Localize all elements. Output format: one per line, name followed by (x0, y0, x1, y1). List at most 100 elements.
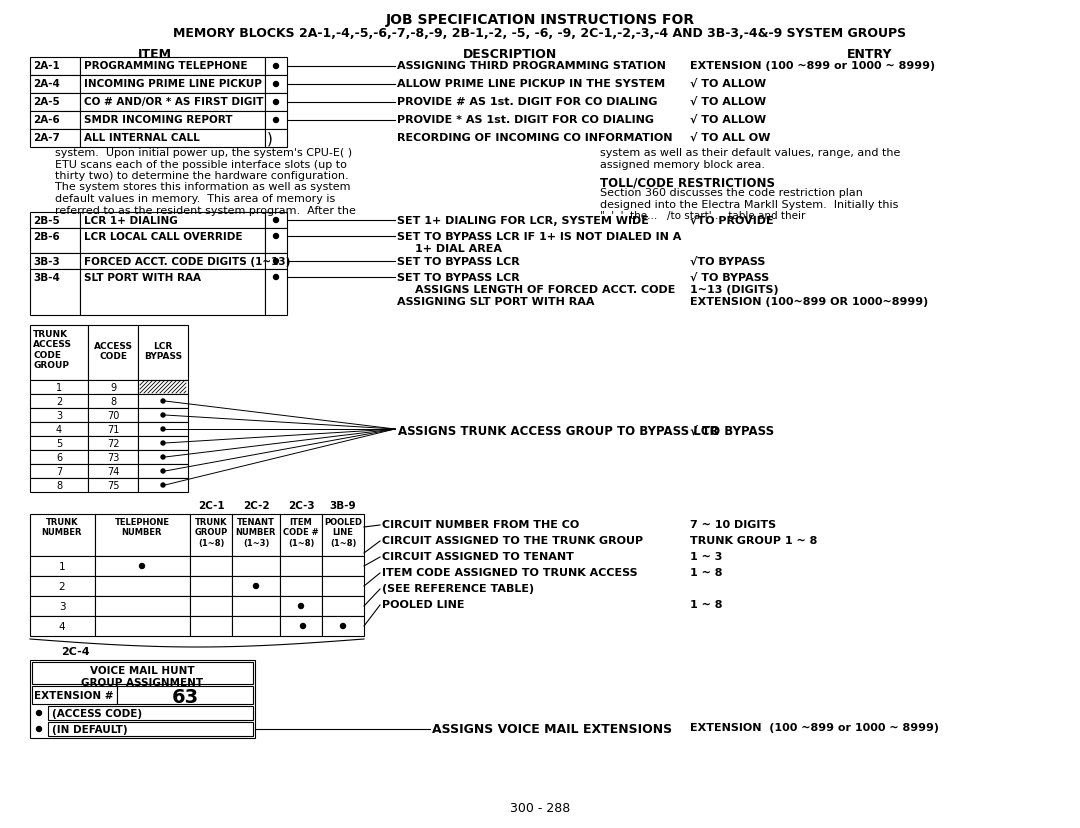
Text: PROVIDE # AS 1st. DIGIT FOR CO DIALING: PROVIDE # AS 1st. DIGIT FOR CO DIALING (397, 97, 658, 107)
Text: ITEM CODE ASSIGNED TO TRUNK ACCESS: ITEM CODE ASSIGNED TO TRUNK ACCESS (382, 567, 637, 577)
Text: √TO BYPASS: √TO BYPASS (690, 257, 766, 267)
Bar (30, 76, 80, 94)
Bar (80, 270, 265, 315)
Bar (80, 229, 265, 253)
Circle shape (161, 427, 165, 431)
Bar (138, 436, 188, 450)
Text: CIRCUIT ASSIGNED TO TENANT: CIRCUIT ASSIGNED TO TENANT (382, 551, 573, 561)
Text: EXTENSION (100~899 OR 1000~8999): EXTENSION (100~899 OR 1000~8999) (690, 296, 928, 306)
Bar (190, 596, 232, 616)
Bar (322, 576, 364, 596)
Text: SET 1+ DIALING FOR LCR, SYSTEM WIDE: SET 1+ DIALING FOR LCR, SYSTEM WIDE (397, 216, 649, 226)
Circle shape (161, 413, 165, 417)
Bar (48, 722, 253, 736)
Bar (87, 436, 138, 450)
Bar (87, 381, 138, 394)
Text: LCR 1+ DIALING: LCR 1+ DIALING (84, 216, 178, 226)
Bar (87, 394, 138, 408)
Text: LCR LOCAL CALL OVERRIDE: LCR LOCAL CALL OVERRIDE (84, 232, 243, 242)
Bar (232, 576, 280, 596)
Bar (232, 616, 280, 636)
Text: 1 ~ 8: 1 ~ 8 (690, 567, 723, 577)
Text: √ TO BYPASS: √ TO BYPASS (690, 272, 769, 282)
Bar (280, 556, 322, 576)
Bar (80, 253, 265, 270)
Text: SET TO BYPASS LCR: SET TO BYPASS LCR (397, 272, 519, 282)
Text: SMDR INCOMING REPORT: SMDR INCOMING REPORT (84, 115, 232, 125)
Text: ASSIGNS TRUNK ACCESS GROUP TO BYPASS LCR: ASSIGNS TRUNK ACCESS GROUP TO BYPASS LCR (399, 425, 718, 437)
Text: Section 360 discusses the code restriction plan: Section 360 discusses the code restricti… (600, 188, 863, 198)
Bar (322, 514, 364, 556)
Circle shape (254, 584, 258, 589)
Text: SLT PORT WITH RAA: SLT PORT WITH RAA (84, 272, 201, 282)
Bar (265, 76, 287, 94)
Text: ETU scans each of the possible interface slots (up to: ETU scans each of the possible interface… (55, 159, 347, 169)
Bar (30, 556, 95, 576)
Text: √ TO ALLOW: √ TO ALLOW (690, 115, 766, 125)
Text: 300 - 288: 300 - 288 (510, 801, 570, 814)
Bar (30, 94, 80, 112)
Bar (80, 112, 265, 130)
Text: 6: 6 (56, 452, 62, 463)
Bar (32, 662, 253, 684)
Text: assigned memory block area.: assigned memory block area. (600, 159, 765, 169)
Text: FORCED ACCT. CODE DIGITS (1~13): FORCED ACCT. CODE DIGITS (1~13) (84, 257, 291, 267)
Circle shape (161, 484, 165, 488)
Text: 2B-6: 2B-6 (33, 232, 59, 242)
Bar (30, 253, 80, 270)
Text: thirty two) to determine the hardware configuration.: thirty two) to determine the hardware co… (55, 171, 349, 181)
Bar (265, 94, 287, 112)
Text: 2A-4: 2A-4 (33, 79, 59, 89)
Bar (265, 130, 287, 148)
Text: 8: 8 (110, 397, 116, 407)
Text: CIRCUIT NUMBER FROM THE CO: CIRCUIT NUMBER FROM THE CO (382, 519, 579, 529)
Bar (232, 556, 280, 576)
Text: JOB SPECIFICATION INSTRUCTIONS FOR: JOB SPECIFICATION INSTRUCTIONS FOR (386, 13, 694, 27)
Text: referred to as the resident system program.  After the: referred to as the resident system progr… (55, 205, 356, 215)
Text: The system stores this information as well as system: The system stores this information as we… (55, 182, 351, 192)
Bar (138, 465, 188, 479)
Circle shape (161, 441, 165, 445)
Text: ENTRY: ENTRY (847, 48, 893, 61)
Circle shape (37, 710, 41, 715)
Text: EXTENSION  (100 ~899 or 1000 ~ 8999): EXTENSION (100 ~899 or 1000 ~ 8999) (690, 722, 939, 732)
Circle shape (37, 727, 41, 732)
Text: POOLED
LINE
(1~8): POOLED LINE (1~8) (324, 518, 362, 547)
Text: √ TO ALLOW: √ TO ALLOW (690, 79, 766, 89)
Bar (138, 394, 188, 408)
Circle shape (298, 604, 303, 609)
Bar (265, 229, 287, 253)
Bar (87, 325, 138, 381)
Text: INCOMING PRIME LINE PICKUP: INCOMING PRIME LINE PICKUP (84, 79, 261, 89)
Text: ): ) (267, 131, 273, 146)
Text: 2C-3: 2C-3 (287, 500, 314, 510)
Text: 4: 4 (56, 425, 62, 435)
Bar (265, 213, 287, 229)
Bar (30, 450, 87, 465)
Text: ASSIGNS LENGTH OF FORCED ACCT. CODE: ASSIGNS LENGTH OF FORCED ACCT. CODE (415, 285, 675, 295)
Text: (SEE REFERENCE TABLE): (SEE REFERENCE TABLE) (382, 583, 535, 594)
Text: 2A-6: 2A-6 (33, 115, 59, 125)
Text: designed into the Electra MarkII System.  Initially this: designed into the Electra MarkII System.… (600, 200, 899, 209)
Bar (30, 112, 80, 130)
Bar (30, 465, 87, 479)
Bar (265, 58, 287, 76)
Text: ITEM
CODE #
(1~8): ITEM CODE # (1~8) (283, 518, 319, 547)
Bar (30, 229, 80, 253)
Text: √ TO ALLOW: √ TO ALLOW (690, 97, 766, 107)
Text: 2C-1: 2C-1 (198, 500, 225, 510)
Text: system as well as their default values, range, and the: system as well as their default values, … (600, 148, 901, 158)
Text: SET TO BYPASS LCR: SET TO BYPASS LCR (397, 257, 519, 267)
Bar (30, 130, 80, 148)
Circle shape (161, 469, 165, 474)
Text: PROVIDE * AS 1st. DIGIT FOR CO DIALING: PROVIDE * AS 1st. DIGIT FOR CO DIALING (397, 115, 654, 125)
Text: 1: 1 (58, 561, 65, 571)
Text: 7 ~ 10 DIGITS: 7 ~ 10 DIGITS (690, 519, 777, 529)
Text: "  '  '  the...   /to start'...  table and their: " ' ' the... /to start'... table and the… (600, 211, 806, 221)
Text: TRUNK
GROUP
(1~8): TRUNK GROUP (1~8) (194, 518, 228, 547)
Text: √TO PROVIDE: √TO PROVIDE (690, 216, 773, 226)
Text: 2A-7: 2A-7 (33, 132, 59, 142)
Bar (95, 556, 190, 576)
Bar (80, 76, 265, 94)
Bar (30, 596, 95, 616)
